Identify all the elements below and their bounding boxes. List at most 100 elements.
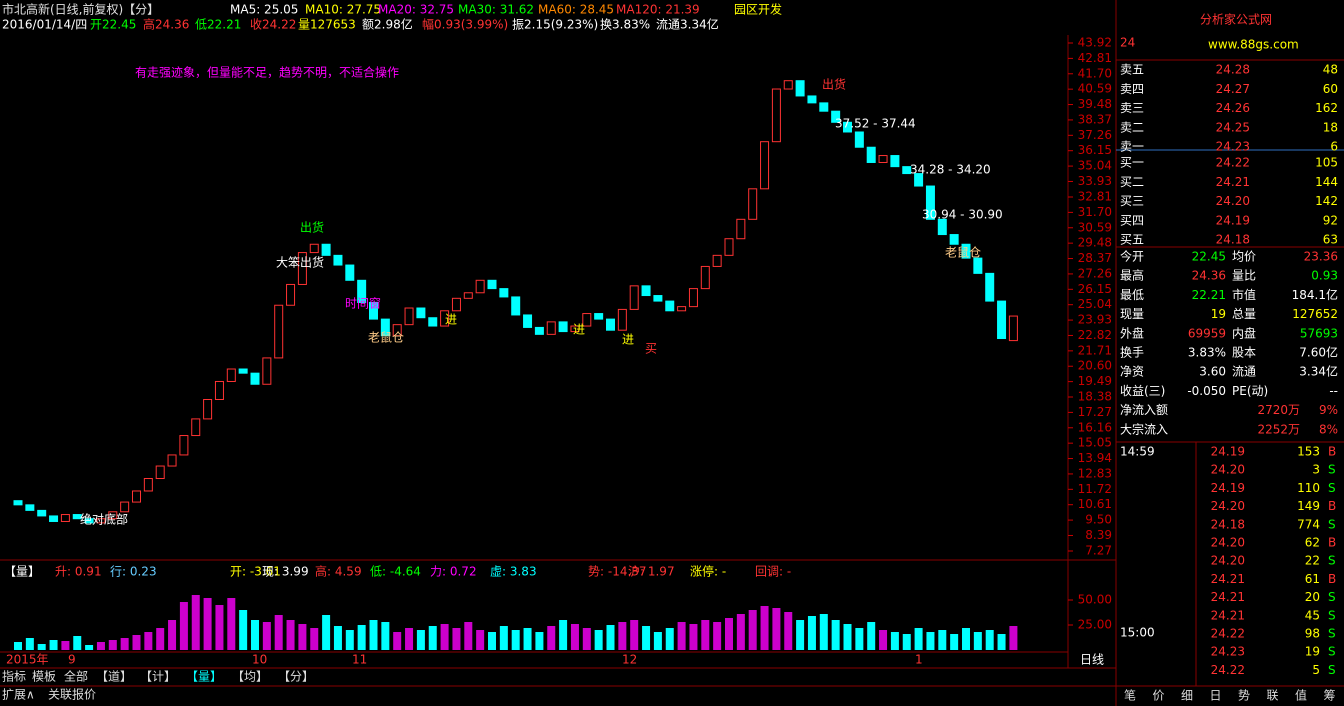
y-tick-label: 40.59 xyxy=(1078,82,1112,96)
candle xyxy=(72,514,82,520)
annotation: 绝对底部 xyxy=(80,512,128,527)
annotation: 30.94 - 30.90 xyxy=(922,208,1003,222)
volume-bar xyxy=(819,614,828,650)
header-text: 园区开发 xyxy=(734,2,782,17)
candle xyxy=(60,514,70,522)
y-tick-label: 23.93 xyxy=(1078,313,1112,327)
candle xyxy=(606,318,615,331)
volume-bar xyxy=(867,622,876,650)
panel-tab[interactable]: 价 xyxy=(1152,689,1164,703)
bottom-tab[interactable]: 扩展∧ xyxy=(2,688,35,702)
volume-bar xyxy=(796,620,805,650)
y-tick-label: 29.48 xyxy=(1078,236,1112,250)
volume-bar xyxy=(14,642,22,650)
tab[interactable]: 【量】 xyxy=(186,670,222,684)
stat-value: 24.36 xyxy=(1192,269,1226,283)
book-volume: 144 xyxy=(1315,175,1338,189)
y-tick-label: 15.05 xyxy=(1078,436,1112,450)
header-text: 2016/01/14/四 xyxy=(2,18,87,32)
volume-bar xyxy=(156,628,165,650)
annotation: 时间窗 xyxy=(345,297,381,311)
stat-label: 今开 xyxy=(1120,249,1144,264)
candle xyxy=(771,88,781,143)
candle xyxy=(534,326,544,335)
volume-bar xyxy=(440,624,449,650)
candle xyxy=(392,324,402,337)
stat-label: 均价 xyxy=(1232,250,1256,264)
tab[interactable]: 【分】 xyxy=(278,670,314,684)
tab[interactable]: 指标 xyxy=(2,669,26,684)
book-label: 卖三 xyxy=(1120,101,1144,115)
bottom-tab[interactable]: 关联报价 xyxy=(48,687,96,702)
tick-volume: 22 xyxy=(1305,554,1320,568)
volume-bar xyxy=(120,638,129,650)
book-volume: 18 xyxy=(1323,120,1338,134)
candle xyxy=(961,243,971,259)
candle xyxy=(321,243,331,256)
panel-tab[interactable]: 势 xyxy=(1238,689,1250,703)
volume-bar xyxy=(618,622,627,650)
volume-bar xyxy=(689,624,698,650)
volume-bar xyxy=(369,620,378,650)
tick-volume: 110 xyxy=(1297,481,1320,495)
candle xyxy=(108,511,118,520)
panel-tab[interactable]: 笔 xyxy=(1124,688,1136,703)
tick-price: 24.21 xyxy=(1211,608,1245,622)
y-tick-label: 38.37 xyxy=(1078,112,1112,126)
volume-bar xyxy=(594,630,603,650)
volume-bar xyxy=(736,614,745,650)
stat-value: 69959 xyxy=(1188,326,1226,340)
candle xyxy=(831,110,841,123)
tick-price: 24.22 xyxy=(1211,627,1245,641)
volume-bar xyxy=(345,630,354,650)
indicator-value: 高: 4.59 xyxy=(315,564,362,579)
tab[interactable]: 【道】 xyxy=(96,670,132,684)
stat-label: PE(动) xyxy=(1232,384,1268,398)
y-tick-label: 25.04 xyxy=(1078,297,1112,311)
book-price: 24.26 xyxy=(1216,101,1250,115)
indicator-value: 沪: 1.97 xyxy=(628,565,675,579)
y-tick-label: 35.04 xyxy=(1078,159,1112,173)
book-label: 买四 xyxy=(1120,213,1144,227)
tick-side: S xyxy=(1328,608,1336,622)
volume-bar xyxy=(606,625,615,650)
candle xyxy=(914,173,924,187)
indicator-value: 开: -3.61 xyxy=(230,565,281,579)
volume-bar xyxy=(997,634,1006,650)
volume-bar xyxy=(855,628,864,650)
volume-bar xyxy=(985,630,994,650)
tick-price: 24.19 xyxy=(1211,481,1245,495)
candle xyxy=(191,418,201,437)
y-tick-label: 30.59 xyxy=(1078,220,1112,234)
book-volume: 92 xyxy=(1323,213,1338,227)
candle xyxy=(641,285,651,297)
tick-side: S xyxy=(1328,627,1336,641)
tab[interactable]: 全部 xyxy=(64,669,88,684)
volume-bar xyxy=(653,632,662,650)
annotation: 大笨出货 xyxy=(276,255,324,270)
volume-bar xyxy=(1009,626,1018,650)
candle xyxy=(262,357,272,385)
candle xyxy=(120,501,130,513)
panel-tab[interactable]: 细 xyxy=(1181,689,1193,703)
candle xyxy=(487,279,497,290)
panel-tab[interactable]: 筹 xyxy=(1323,689,1335,703)
annotation: 进 xyxy=(445,313,457,327)
stat-label: 现量 xyxy=(1120,307,1144,321)
volume-bar xyxy=(274,615,283,650)
panel-tab[interactable]: 值 xyxy=(1295,688,1307,703)
panel-tab[interactable]: 日 xyxy=(1209,689,1221,703)
tick-price: 24.20 xyxy=(1211,463,1245,477)
candle xyxy=(179,435,189,456)
tab[interactable]: 【计】 xyxy=(140,670,176,684)
candle xyxy=(760,141,770,190)
period-label: 日线 xyxy=(1080,653,1104,667)
candle xyxy=(13,500,23,506)
tick-price: 24.18 xyxy=(1211,517,1245,531)
panel-tab[interactable]: 联 xyxy=(1266,689,1278,703)
volume-bar xyxy=(108,640,117,650)
tab[interactable]: 【均】 xyxy=(232,670,268,684)
tab[interactable]: 模板 xyxy=(32,670,56,684)
volume-bar xyxy=(73,636,82,650)
